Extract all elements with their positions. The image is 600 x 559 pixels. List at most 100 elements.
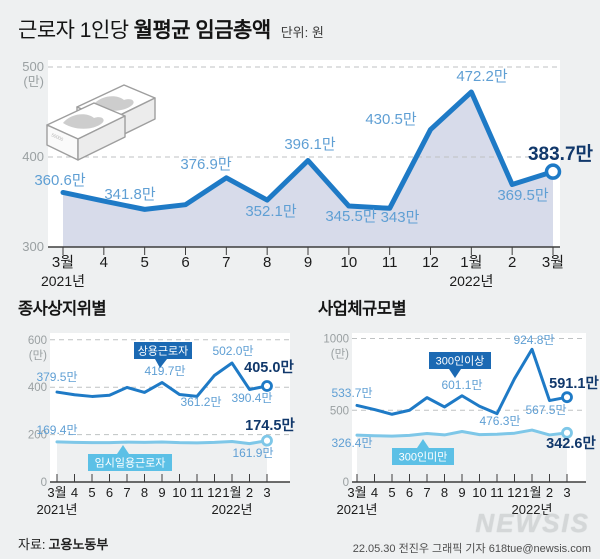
x-tick-label: 1월 — [522, 485, 541, 500]
year-label: 2021년 — [41, 273, 85, 289]
value-label: 591.1만 — [549, 375, 599, 392]
value-label: 352.1만 — [245, 203, 297, 220]
value-label: 405.0만 — [244, 359, 294, 376]
source-prefix: 자료: — [18, 537, 46, 552]
series-label-box — [88, 454, 172, 471]
y-tick-label: 300 — [22, 239, 44, 254]
employment-status-chart: 3월 4 5 6 7 8 9 10 11 12 1월 2 3 2021년 2022년 600 400 200 0 (만… — [28, 333, 295, 517]
x-tick-label: 1월 — [460, 254, 482, 271]
money-stack-icon: 50000 — [46, 102, 126, 161]
x-tick-label: 11 — [490, 485, 504, 500]
series-line-0 — [55, 361, 269, 398]
value-label: 430.5만 — [365, 111, 417, 128]
x-tick-label: 10 — [472, 485, 486, 500]
series-line-0 — [355, 347, 569, 416]
x-tick-label: 9 — [458, 485, 465, 500]
x-tick-label: 8 — [263, 254, 271, 271]
value-label: 502.0만 — [212, 344, 253, 358]
y-tick-label: 1000 — [323, 334, 349, 346]
x-tick-label: 3월 — [52, 254, 74, 271]
section-title-business-size: 사업체규모별 — [318, 300, 407, 318]
series-line-1 — [55, 439, 269, 446]
value-label: 361.2만 — [180, 395, 221, 409]
value-label: 326.4만 — [331, 436, 372, 450]
x-tick-label: 9 — [304, 254, 312, 271]
y-tick-label: 500 — [22, 59, 44, 74]
value-label: 161.9만 — [232, 446, 273, 460]
y-unit-label: (만) — [23, 74, 44, 89]
x-tick-label: 6 — [106, 485, 113, 500]
page-header: 근로자 1인당 월평균 임금총액 단위: 원 — [18, 14, 324, 44]
value-label: 369.5만 — [497, 187, 549, 204]
y-tick-label: 200 — [28, 430, 47, 442]
svg-text:50000: 50000 — [51, 132, 65, 142]
value-label: 390.4만 — [231, 391, 272, 405]
x-tick-label: 7 — [123, 485, 130, 500]
x-tick-label: 5 — [388, 485, 395, 500]
x-tick-label: 5 — [88, 485, 95, 500]
end-marker — [261, 380, 273, 392]
end-marker — [561, 391, 573, 404]
value-label: 567.5만 — [525, 403, 566, 417]
value-label: 343만 — [381, 209, 420, 226]
series-label-box — [392, 448, 454, 465]
end-marker — [544, 163, 562, 180]
value-label: 601.1만 — [441, 378, 482, 392]
credit-text: 22.05.30 전진우 그래픽 기자 618tue@newsis.com — [352, 543, 591, 555]
y-tick-label: 0 — [41, 477, 47, 489]
x-tick-label: 2 — [546, 485, 553, 500]
year-label: 2022년 — [212, 502, 253, 517]
section-title-employment-status: 종사상지위별 — [18, 300, 107, 318]
callout-pointer — [155, 359, 167, 368]
x-tick-label: 11 — [190, 485, 204, 500]
x-tick-label: 3월 — [47, 485, 66, 500]
value-label: 396.1만 — [284, 136, 336, 153]
business-size-chart: 3월 4 5 6 7 8 9 10 11 12 1월 2 3 2021년 2022년 1000 500 0 (만) 5… — [323, 333, 599, 517]
y-tick-label: 400 — [22, 149, 44, 164]
y-tick-label: 600 — [28, 335, 47, 347]
x-tick-label: 10 — [340, 254, 357, 271]
series-line-0 — [60, 89, 556, 212]
page-title-prefix: 근로자 1인당 — [18, 19, 129, 42]
end-marker — [561, 426, 573, 439]
source-value: 고용노동부 — [48, 537, 109, 552]
x-tick-label: 4 — [371, 485, 378, 500]
value-label: 924.8만 — [513, 333, 554, 347]
x-tick-label: 12 — [207, 485, 221, 500]
x-tick-label: 4 — [100, 254, 108, 271]
year-label: 2022년 — [449, 273, 493, 289]
y-tick-label: 0 — [343, 477, 349, 489]
year-label: 2022년 — [512, 502, 553, 517]
x-tick-label: 7 — [423, 485, 430, 500]
unit-label: 단위: 원 — [280, 25, 324, 40]
series-label: 임시일용근로자 — [95, 456, 166, 470]
value-label: 342.6만 — [546, 435, 596, 452]
value-label: 174.5만 — [245, 417, 295, 434]
value-label: 472.2만 — [456, 68, 508, 85]
x-tick-label: 7 — [222, 254, 230, 271]
x-tick-label: 6 — [406, 485, 413, 500]
series-label: 300인이상 — [436, 355, 485, 368]
y-unit-label: (만) — [331, 348, 349, 361]
callout-pointer — [449, 369, 461, 378]
value-label: 476.3만 — [479, 414, 520, 428]
x-tick-label: 12 — [422, 254, 439, 271]
x-tick-label: 1월 — [222, 485, 241, 500]
x-tick-label: 8 — [141, 485, 148, 500]
end-marker — [261, 434, 273, 447]
callout-pointer — [117, 445, 129, 454]
x-tick-label: 8 — [441, 485, 448, 500]
x-tick-label: 9 — [158, 485, 165, 500]
y-unit-label: (만) — [29, 349, 47, 362]
x-tick-label: 6 — [181, 254, 189, 271]
x-tick-label: 10 — [172, 485, 186, 500]
year-label: 2021년 — [337, 502, 378, 517]
x-tick-label: 4 — [71, 485, 78, 500]
x-tick-label: 5 — [140, 254, 148, 271]
main-chart: 50000500003월4567891011121월23월2021년2022년5… — [22, 59, 593, 289]
value-label: 169.4만 — [36, 423, 77, 437]
y-tick-label: 400 — [28, 382, 47, 394]
page-title-emphasis: 월평균 임금총액 — [133, 19, 272, 42]
